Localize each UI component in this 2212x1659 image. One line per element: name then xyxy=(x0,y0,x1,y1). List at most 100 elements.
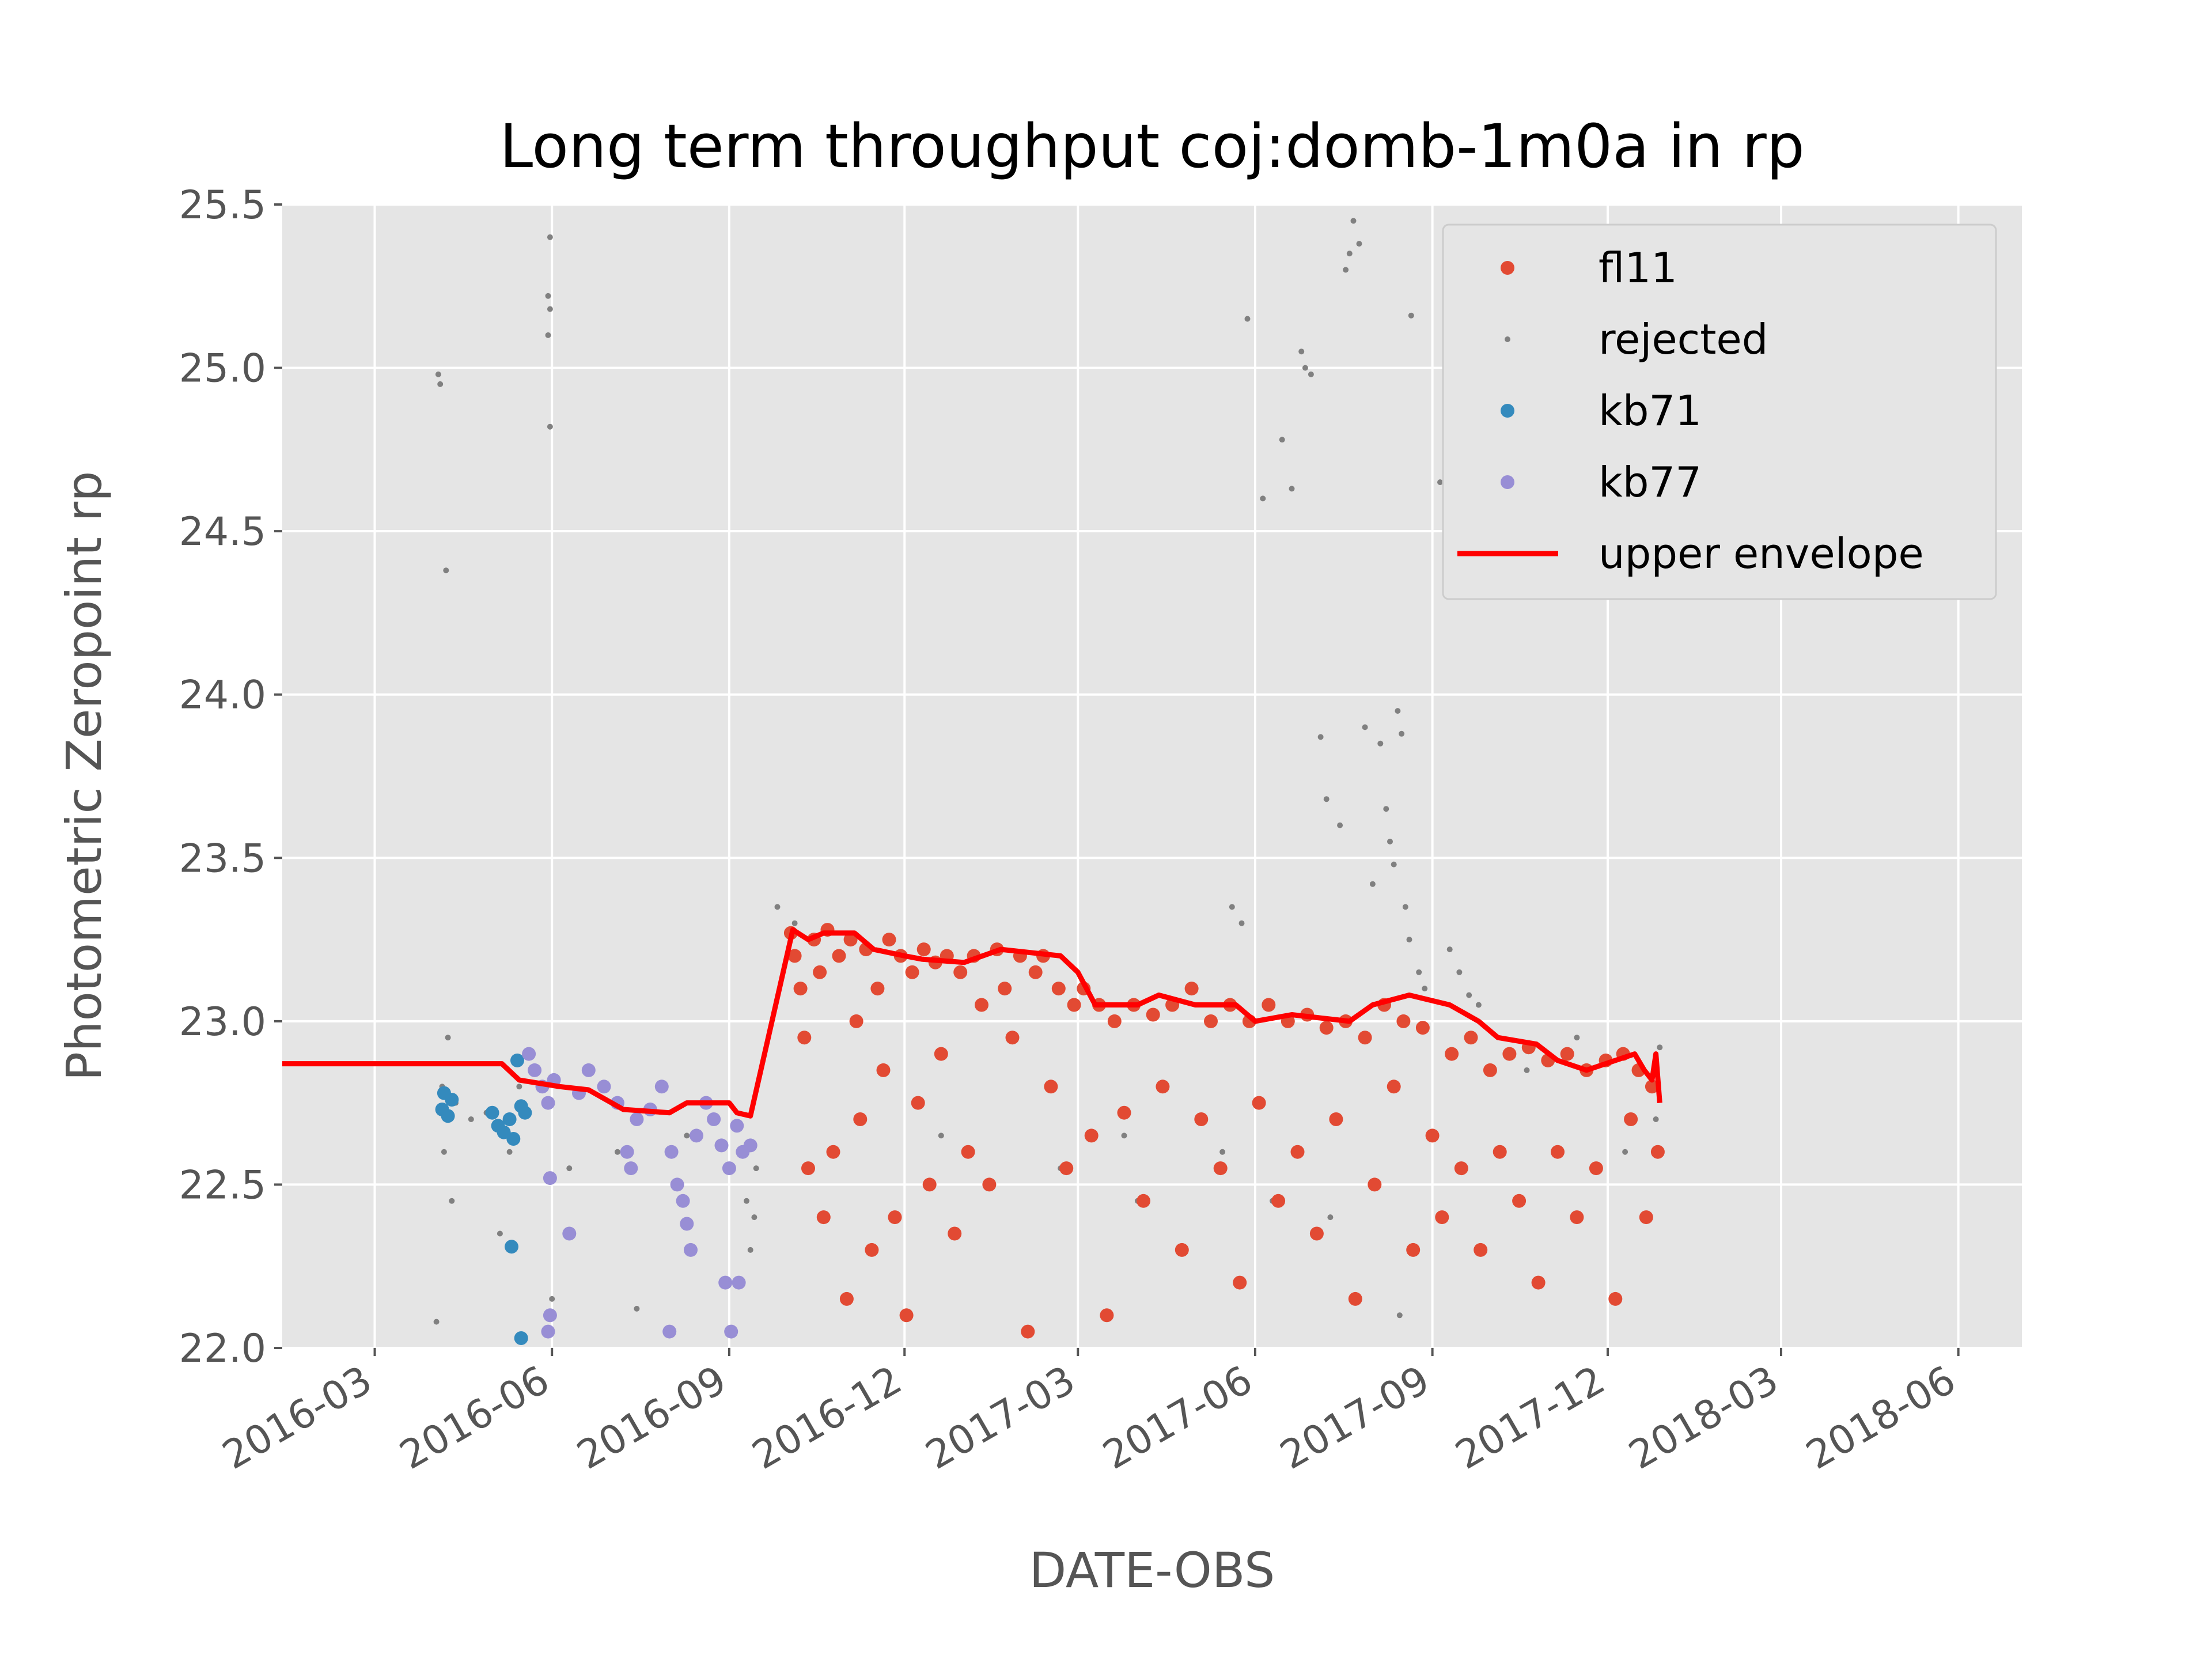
y-tick-label: 24.0 xyxy=(179,673,266,718)
data-point-fl11 xyxy=(1445,1047,1459,1061)
legend-box xyxy=(1442,224,1997,600)
data-point-kb71 xyxy=(441,1109,455,1123)
data-point-kb77 xyxy=(528,1063,542,1077)
data-point-kb71 xyxy=(518,1105,532,1120)
data-point-rejected xyxy=(747,1247,753,1253)
data-point-rejected xyxy=(1406,937,1412,943)
data-point-fl11 xyxy=(1084,1128,1099,1143)
data-point-fl11 xyxy=(876,1063,891,1077)
data-point-rejected xyxy=(744,1198,749,1204)
data-point-fl11 xyxy=(1368,1177,1382,1192)
data-point-rejected xyxy=(1622,1149,1628,1155)
data-point-fl11 xyxy=(1194,1112,1209,1126)
data-point-fl11 xyxy=(1271,1194,1286,1208)
data-point-rejected xyxy=(506,1149,513,1155)
data-point-fl11 xyxy=(826,1145,840,1159)
legend-swatch xyxy=(1501,404,1514,418)
data-point-rejected xyxy=(566,1165,573,1172)
legend-swatch xyxy=(1505,336,1510,342)
data-point-fl11 xyxy=(816,1210,831,1225)
data-point-fl11 xyxy=(975,998,988,1012)
data-point-rejected xyxy=(1383,806,1389,812)
data-point-rejected xyxy=(1446,946,1453,953)
data-point-fl11 xyxy=(1387,1080,1401,1094)
data-point-kb77 xyxy=(597,1080,611,1094)
series-upper-envelope xyxy=(282,927,1662,1119)
data-point-fl11 xyxy=(1435,1210,1449,1225)
data-point-rejected xyxy=(614,1149,620,1155)
y-tick-label: 23.5 xyxy=(179,836,266,881)
data-point-kb77 xyxy=(543,1171,557,1185)
data-point-rejected xyxy=(1524,1067,1530,1073)
data-point-kb77 xyxy=(732,1275,746,1290)
data-point-rejected xyxy=(1260,495,1266,502)
data-point-fl11 xyxy=(1570,1210,1584,1225)
data-point-rejected xyxy=(468,1116,474,1122)
data-point-fl11 xyxy=(1358,1031,1372,1045)
data-point-rejected xyxy=(1466,992,1472,998)
data-point-fl11 xyxy=(1184,982,1199,996)
data-point-fl11 xyxy=(1005,1031,1020,1045)
data-point-rejected xyxy=(1395,708,1401,714)
chart-title: Long term throughput coj:domb-1m0a in rp xyxy=(499,111,1805,181)
data-point-kb71 xyxy=(445,1093,459,1107)
legend-swatch xyxy=(1501,261,1514,275)
data-point-fl11 xyxy=(1290,1145,1305,1159)
data-point-rejected xyxy=(516,1084,522,1090)
legend: fl11 rejected kb71 kb77 upper envelope xyxy=(1442,224,1997,600)
legend-item: rejected xyxy=(1505,315,1768,363)
data-point-rejected xyxy=(1408,312,1414,319)
data-point-fl11 xyxy=(899,1308,914,1323)
data-point-fl11 xyxy=(1406,1243,1421,1257)
data-point-fl11 xyxy=(1396,1014,1411,1028)
series-kb71 xyxy=(435,1053,532,1345)
data-point-kb71 xyxy=(505,1240,518,1254)
data-point-fl11 xyxy=(1156,1080,1170,1094)
data-point-kb77 xyxy=(662,1324,677,1339)
legend-label: kb77 xyxy=(1599,458,1702,506)
x-axis-label: DATE-OBS xyxy=(1029,1542,1275,1599)
data-point-kb77 xyxy=(724,1324,738,1339)
data-point-fl11 xyxy=(1067,998,1081,1012)
x-tick-label: 2016-12 xyxy=(745,1357,910,1478)
data-point-rejected xyxy=(791,920,798,926)
data-point-rejected xyxy=(1356,241,1362,247)
data-point-fl11 xyxy=(1137,1194,1150,1208)
data-point-rejected xyxy=(1369,881,1376,887)
series-kb77 xyxy=(522,1047,757,1339)
data-point-fl11 xyxy=(1425,1128,1440,1143)
data-point-fl11 xyxy=(1645,1080,1659,1094)
data-point-kb77 xyxy=(680,1217,694,1231)
x-tick-label: 2016-09 xyxy=(570,1357,734,1478)
data-point-rejected xyxy=(443,567,449,574)
data-point-fl11 xyxy=(1560,1047,1574,1061)
data-point-rejected xyxy=(433,1319,440,1325)
data-point-fl11 xyxy=(1589,1161,1603,1176)
data-point-rejected xyxy=(1416,969,1422,975)
data-point-fl11 xyxy=(1493,1145,1507,1159)
data-point-fl11 xyxy=(1059,1161,1074,1176)
data-point-fl11 xyxy=(1100,1308,1114,1323)
data-point-fl11 xyxy=(801,1161,815,1176)
data-point-rejected xyxy=(441,1149,447,1155)
data-point-rejected xyxy=(1323,796,1330,802)
data-point-rejected xyxy=(449,1198,455,1204)
data-point-rejected xyxy=(1289,486,1295,492)
data-point-fl11 xyxy=(1175,1243,1189,1257)
data-point-fl11 xyxy=(865,1243,879,1257)
data-point-kb77 xyxy=(543,1308,557,1323)
data-point-kb77 xyxy=(670,1177,684,1192)
data-point-fl11 xyxy=(1262,998,1276,1012)
data-point-rejected xyxy=(545,293,551,299)
data-point-fl11 xyxy=(1117,1105,1131,1120)
data-point-kb71 xyxy=(502,1112,517,1126)
legend-item: kb71 xyxy=(1501,387,1702,435)
x-tick-label: 2017-03 xyxy=(918,1357,1083,1478)
data-point-fl11 xyxy=(843,933,858,947)
data-point-rejected xyxy=(1399,730,1405,737)
data-point-rejected xyxy=(545,332,551,338)
data-point-fl11 xyxy=(1319,1021,1334,1035)
data-point-kb77 xyxy=(690,1128,703,1143)
data-point-fl11 xyxy=(870,982,885,996)
data-point-fl11 xyxy=(905,965,919,979)
